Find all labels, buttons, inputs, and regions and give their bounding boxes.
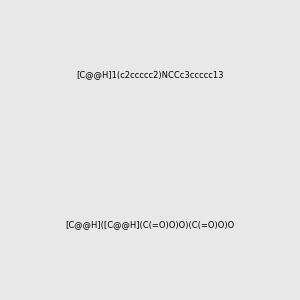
Text: [C@@H]([C@@H](C(=O)O)O)(C(=O)O)O: [C@@H]([C@@H](C(=O)O)O)(C(=O)O)O <box>65 220 235 230</box>
Text: [C@@H]1(c2ccccc2)NCCc3ccccc13: [C@@H]1(c2ccccc2)NCCc3ccccc13 <box>76 70 224 80</box>
